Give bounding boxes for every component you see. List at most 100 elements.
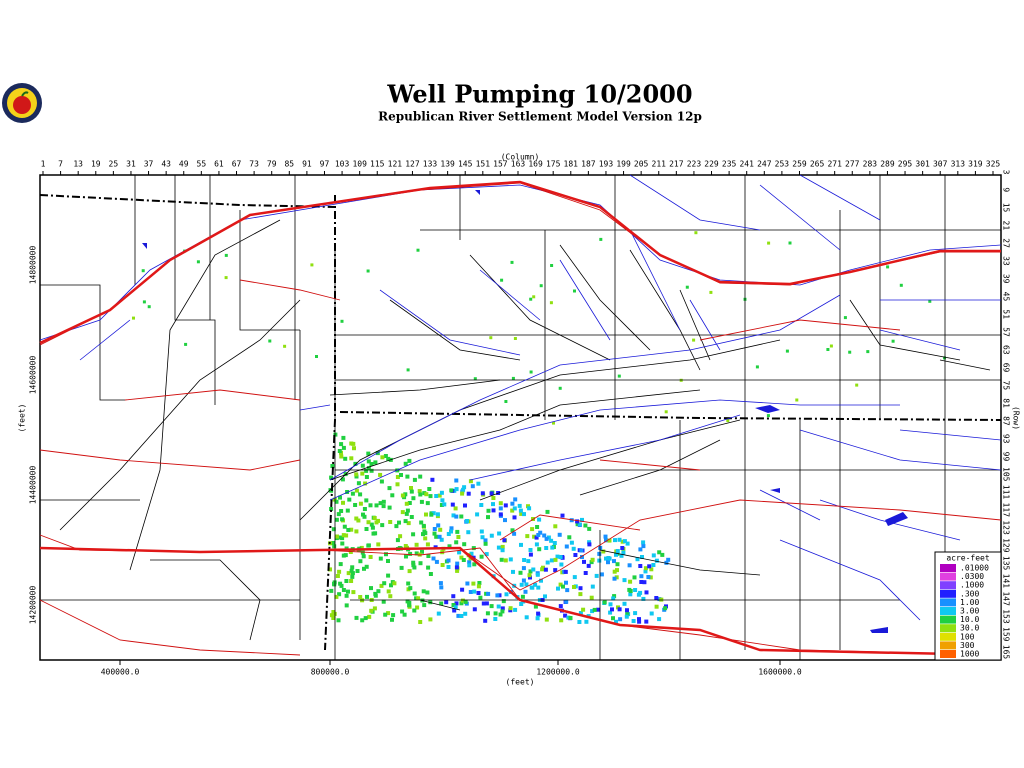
pumping-cell bbox=[532, 295, 536, 299]
pumping-cell bbox=[528, 569, 533, 574]
pumping-cell bbox=[527, 506, 532, 511]
pumping-cell bbox=[493, 617, 498, 621]
pumping-cell bbox=[334, 499, 339, 504]
pumping-cell bbox=[462, 542, 467, 547]
pumping-cell bbox=[535, 525, 540, 529]
pumping-cell bbox=[329, 475, 334, 480]
row-tick-label: 51 bbox=[1002, 309, 1011, 319]
pumping-cell bbox=[479, 554, 484, 559]
pumping-cell bbox=[660, 552, 665, 557]
pumping-cell bbox=[617, 607, 622, 612]
row-tick-label: 135 bbox=[1002, 556, 1011, 571]
pumping-cell bbox=[625, 608, 629, 613]
pumping-cell bbox=[360, 471, 365, 476]
pumping-cell bbox=[519, 602, 524, 606]
pumping-cell bbox=[479, 503, 484, 507]
pumping-cell bbox=[524, 582, 529, 587]
pumping-cell bbox=[486, 591, 491, 596]
pumping-cell bbox=[337, 592, 342, 597]
pumping-cell bbox=[414, 551, 419, 556]
pumping-cell bbox=[622, 578, 627, 583]
pumping-cell bbox=[637, 617, 641, 622]
legend-swatch bbox=[940, 650, 956, 658]
pumping-cell bbox=[403, 461, 408, 466]
pumping-cell bbox=[362, 566, 366, 571]
pumping-cell bbox=[508, 557, 513, 562]
pumping-cell bbox=[374, 503, 379, 508]
pumping-cell bbox=[344, 533, 349, 538]
pumping-cell bbox=[928, 299, 932, 303]
pumping-cell bbox=[465, 581, 470, 586]
pumping-cell bbox=[511, 569, 515, 574]
pumping-cell bbox=[440, 498, 445, 503]
pumping-cell bbox=[454, 601, 459, 606]
pumping-cell bbox=[347, 497, 352, 502]
pumping-cell bbox=[395, 475, 400, 479]
pumping-cell bbox=[439, 490, 444, 495]
pumping-cell bbox=[381, 499, 386, 504]
pumping-cell bbox=[462, 485, 467, 490]
row-tick-label: 33 bbox=[1002, 256, 1011, 266]
pumping-cell bbox=[463, 611, 468, 616]
pumping-cell bbox=[390, 493, 395, 498]
pumping-cell bbox=[400, 609, 405, 614]
pumping-cell bbox=[543, 594, 547, 599]
pumping-cell bbox=[388, 520, 393, 524]
pumping-cell bbox=[460, 598, 465, 603]
pumping-cell bbox=[489, 491, 494, 496]
row-tick-label: 105 bbox=[1002, 467, 1011, 482]
legend-label: 30.0 bbox=[960, 624, 979, 633]
pumping-cell bbox=[315, 355, 318, 358]
pumping-cell bbox=[654, 596, 659, 600]
pumping-cell bbox=[795, 398, 799, 402]
pumping-cell bbox=[508, 608, 513, 613]
pumping-cell bbox=[510, 528, 515, 533]
pumping-cell bbox=[614, 552, 618, 557]
pumping-cell bbox=[346, 589, 350, 594]
column-tick-label: 277 bbox=[845, 160, 860, 169]
pumping-cell bbox=[370, 525, 375, 530]
column-tick-label: 217 bbox=[669, 160, 684, 169]
pumping-cell bbox=[407, 603, 412, 608]
legend-swatch bbox=[940, 615, 956, 624]
pumping-cell bbox=[454, 565, 459, 570]
pumping-cell bbox=[444, 600, 449, 605]
pumping-cell bbox=[439, 601, 444, 606]
row-tick-label: 111 bbox=[1002, 485, 1011, 500]
pumping-cell bbox=[466, 491, 471, 496]
pumping-cell bbox=[391, 613, 396, 618]
pumping-cell bbox=[484, 552, 489, 557]
pumping-cell bbox=[499, 557, 504, 562]
pumping-cell bbox=[459, 601, 464, 606]
pumping-cell bbox=[328, 488, 333, 493]
column-tick-label: 301 bbox=[915, 160, 930, 169]
pumping-cell bbox=[373, 460, 378, 465]
pumping-cell bbox=[432, 531, 437, 536]
pumping-cell bbox=[340, 541, 345, 546]
pumping-cell bbox=[472, 607, 477, 612]
pumping-cell bbox=[498, 506, 503, 511]
column-tick-label: 325 bbox=[986, 160, 1001, 169]
pumping-cell bbox=[899, 283, 903, 287]
pumping-cell bbox=[420, 549, 424, 554]
column-tick-label: 265 bbox=[810, 160, 825, 169]
pumping-cell bbox=[573, 553, 578, 557]
pumping-cell bbox=[594, 573, 599, 578]
pumping-cell bbox=[419, 499, 424, 504]
column-tick-label: 313 bbox=[951, 160, 966, 169]
pumping-cell bbox=[425, 542, 430, 547]
pumping-cell bbox=[454, 478, 459, 483]
legend-swatch bbox=[940, 564, 956, 572]
pumping-cell bbox=[381, 599, 386, 604]
pumping-cell bbox=[528, 548, 533, 552]
pumping-cell bbox=[456, 535, 461, 539]
row-tick-label: 87 bbox=[1002, 416, 1011, 426]
pumping-cell bbox=[571, 546, 576, 551]
logo bbox=[2, 83, 42, 123]
pumping-cell bbox=[556, 586, 560, 591]
pumping-cell bbox=[766, 414, 770, 418]
pumping-cell bbox=[450, 502, 455, 507]
column-tick-label: 283 bbox=[863, 160, 878, 169]
pumping-cell bbox=[545, 509, 550, 514]
pumping-cell bbox=[572, 585, 576, 589]
